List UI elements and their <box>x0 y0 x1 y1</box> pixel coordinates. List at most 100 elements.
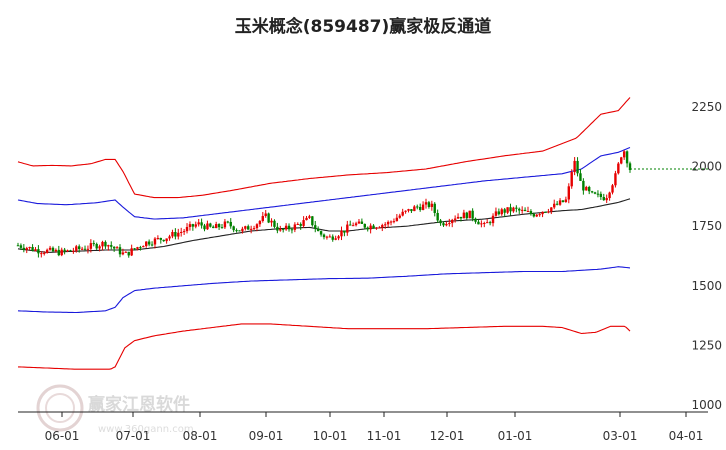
candle <box>357 219 361 224</box>
candle <box>235 228 238 233</box>
candle <box>66 249 69 253</box>
candle <box>223 218 227 230</box>
candle <box>40 251 43 258</box>
candle <box>590 190 594 194</box>
candle-body <box>322 234 326 238</box>
candle-body <box>433 203 436 213</box>
candle-body <box>319 231 323 235</box>
candle-body <box>311 216 314 226</box>
candle-body <box>354 223 358 226</box>
candle-body <box>115 247 119 249</box>
candle-body <box>622 151 626 158</box>
candle-body <box>249 228 253 230</box>
candle-body <box>171 231 174 237</box>
candle-body <box>276 226 279 231</box>
candle <box>264 210 267 218</box>
candle-body <box>599 193 603 198</box>
candle <box>474 217 477 224</box>
candle-body <box>418 206 422 210</box>
candle <box>302 216 305 228</box>
candle <box>45 248 49 254</box>
candle <box>625 150 629 168</box>
candle <box>162 239 165 242</box>
candle <box>314 220 317 233</box>
candle <box>153 237 157 249</box>
candle <box>180 227 183 237</box>
candle <box>509 203 512 216</box>
candle <box>258 220 262 227</box>
candle <box>241 226 244 234</box>
candle-body <box>200 222 203 226</box>
candle-body <box>235 230 238 232</box>
candle-body <box>462 212 466 219</box>
candle <box>349 220 352 226</box>
candle <box>605 194 608 204</box>
candle-body <box>203 225 206 230</box>
candle-body <box>389 221 393 223</box>
candle <box>279 225 282 232</box>
candle <box>212 225 215 229</box>
candle <box>69 249 72 252</box>
candle-body <box>194 224 197 227</box>
candle <box>136 246 139 251</box>
candle-body <box>156 237 160 239</box>
candle <box>547 208 550 214</box>
candle <box>185 223 189 234</box>
candle-body <box>328 236 332 238</box>
x-tick-label: 10-01 <box>313 429 348 443</box>
candle <box>622 150 626 160</box>
candle <box>491 213 495 227</box>
candle-body <box>43 252 46 254</box>
candle <box>596 190 600 198</box>
candle-body <box>392 221 396 223</box>
candle-body <box>223 221 227 228</box>
candle-body <box>69 250 72 252</box>
candle-body <box>188 224 192 228</box>
candle <box>75 244 78 253</box>
candle <box>427 200 431 209</box>
candle <box>611 183 614 195</box>
candle-body <box>547 211 550 213</box>
candle-body <box>579 173 582 181</box>
candle <box>319 230 323 237</box>
candle-body <box>378 227 381 229</box>
candle <box>22 244 26 253</box>
candle-body <box>22 247 26 250</box>
candle <box>553 199 556 210</box>
candle <box>156 235 160 240</box>
candle-body <box>424 202 428 205</box>
candle <box>375 227 378 230</box>
candle-body <box>360 221 364 224</box>
candle-body <box>209 223 212 227</box>
candle-body <box>142 246 145 248</box>
candle <box>270 218 273 227</box>
candle-body <box>226 221 230 223</box>
candle-body <box>588 186 591 192</box>
candle <box>197 218 200 227</box>
candle-body <box>381 225 384 228</box>
candle-body <box>273 220 276 227</box>
candle-body <box>133 248 136 250</box>
candle <box>104 240 107 249</box>
axes: 06-01 07-01 08-01 09-01 10-01 11-01 12-01 01-01… <box>18 100 722 443</box>
candle <box>63 247 66 255</box>
candle-body <box>582 180 585 191</box>
candle-body <box>282 228 285 230</box>
candle <box>448 218 451 227</box>
candle <box>177 228 180 240</box>
candle <box>570 169 573 189</box>
candle-body <box>127 251 130 256</box>
candle <box>477 219 480 225</box>
candle <box>112 246 116 252</box>
series-inner-upper <box>17 146 631 220</box>
candle <box>366 226 369 232</box>
candle-body <box>384 224 387 226</box>
candle-body <box>401 211 404 216</box>
candle-body <box>491 215 495 224</box>
candle-body <box>404 210 407 212</box>
candle-body <box>296 223 299 225</box>
candle-body <box>45 249 49 253</box>
candle-body <box>112 246 116 249</box>
candle-body <box>258 221 262 225</box>
candle-body <box>363 223 366 228</box>
